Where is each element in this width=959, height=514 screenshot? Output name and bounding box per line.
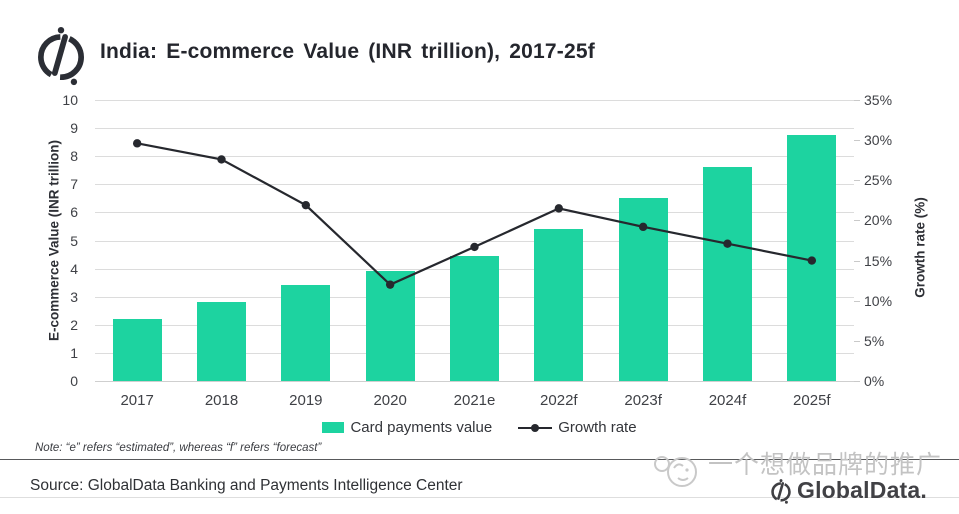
grid-line — [95, 184, 854, 186]
line-marker-icon — [518, 423, 553, 433]
left-axis-tick-label: 9 — [70, 120, 78, 137]
bar-2017 — [112, 319, 162, 381]
legend: Card payments value Growth rate — [0, 419, 959, 436]
left-axis-tick-label: 2 — [70, 316, 78, 333]
legend-item-line: Growth rate — [518, 419, 637, 436]
right-axis-tick-mark — [854, 300, 860, 302]
growth-rate-point-2022f — [554, 204, 564, 213]
legend-line-label: Growth rate — [558, 419, 637, 436]
globaldata-logo-text: GlobalData. — [797, 477, 928, 503]
right-axis-tick-mark — [854, 100, 860, 101]
divider-line — [0, 459, 959, 460]
left-axis-tick-label: 1 — [70, 344, 78, 361]
right-axis-tick-mark — [854, 260, 860, 262]
right-axis-tick-label: 35% — [864, 92, 893, 108]
right-axis-tick-label: 15% — [864, 252, 893, 269]
bar-2018 — [197, 302, 246, 381]
bottom-rule-line — [0, 497, 959, 498]
right-axis-tick-mark — [854, 140, 860, 142]
right-axis-tick-label: 0% — [864, 373, 885, 389]
growth-rate-point-2018 — [217, 155, 226, 164]
globaldata-compass-icon — [38, 26, 84, 86]
x-axis-label-2021e: 2021e — [453, 392, 496, 409]
growth-rate-point-2025f — [807, 256, 817, 265]
left-axis-tick-label: 10 — [62, 92, 78, 108]
left-axis-tick-label: 7 — [70, 176, 78, 193]
growth-rate-point-2021e — [470, 242, 479, 252]
right-axis-tick-mark — [854, 340, 860, 342]
source-text: Source: GlobalData Banking and Payments … — [30, 477, 463, 494]
growth-rate-point-2017 — [132, 139, 142, 148]
growth-rate-point-2024f — [723, 239, 732, 248]
bar-2019 — [281, 285, 331, 381]
globaldata-brand: GlobalData. — [768, 477, 927, 504]
grid-line — [95, 212, 854, 214]
x-axis-label-2024f: 2024f — [708, 392, 747, 409]
x-axis-label-2025f: 2025f — [793, 392, 831, 409]
globaldata-compass-icon-small — [771, 478, 791, 504]
right-axis-tick-label: 5% — [864, 332, 885, 349]
watermark-text: 一个想做品牌的推广 — [708, 451, 943, 479]
legend-item-bar: Card payments value — [322, 419, 492, 436]
left-axis-tick-label: 0 — [70, 373, 78, 389]
x-axis-label-2019: 2019 — [289, 392, 323, 409]
right-axis-tick-label: 30% — [864, 132, 893, 149]
growth-rate-point-2023f — [638, 222, 648, 232]
bar-swatch-icon — [322, 422, 345, 433]
chart-title: India: E-commerce Value (INR trillion), … — [100, 40, 595, 63]
bar-2024f — [703, 167, 752, 381]
left-axis-tick-label: 5 — [70, 232, 78, 249]
right-axis-tick-mark — [854, 180, 860, 182]
bar-2022f — [534, 229, 584, 381]
grid-line — [95, 381, 854, 382]
grid-line — [95, 240, 854, 242]
right-axis-tick-mark — [854, 220, 860, 222]
growth-rate-line — [136, 142, 813, 286]
growth-rate-line-layer — [132, 139, 817, 289]
right-axis-tick-label: 20% — [864, 212, 893, 229]
legend-bar-label: Card payments value — [350, 419, 493, 436]
grid-line — [95, 100, 854, 101]
watermark-face-icon — [654, 456, 697, 487]
watermark: 一个想做品牌的推广 — [652, 450, 942, 492]
bar-2020 — [365, 271, 415, 381]
x-axis-label-2018: 2018 — [204, 392, 239, 409]
left-axis-tick-label: 6 — [70, 204, 78, 221]
growth-rate-point-2020 — [385, 280, 395, 289]
growth-rate-point-2019 — [301, 200, 311, 210]
bar-2021e — [450, 255, 499, 381]
grid-line — [95, 156, 854, 158]
footnote: Note: “e” refers “estimated”, whereas “f… — [35, 442, 322, 454]
left-axis-tick-label: 8 — [70, 148, 78, 165]
plot-area — [95, 100, 860, 382]
left-axis-tick-label: 3 — [70, 288, 78, 305]
right-axis-tick-mark — [854, 381, 860, 382]
x-axis-label-2017: 2017 — [120, 392, 154, 409]
right-axis-tick-label: 10% — [864, 292, 893, 309]
grid-line — [95, 128, 854, 130]
x-axis-label-2022f: 2022f — [540, 392, 578, 409]
right-axis-tick-label: 25% — [864, 172, 893, 189]
x-axis-label-2023f: 2023f — [624, 392, 662, 409]
x-axis-label-2020: 2020 — [373, 392, 407, 409]
left-axis-tick-label: 4 — [70, 260, 78, 277]
right-axis-title: Growth rate (%) — [912, 197, 928, 298]
